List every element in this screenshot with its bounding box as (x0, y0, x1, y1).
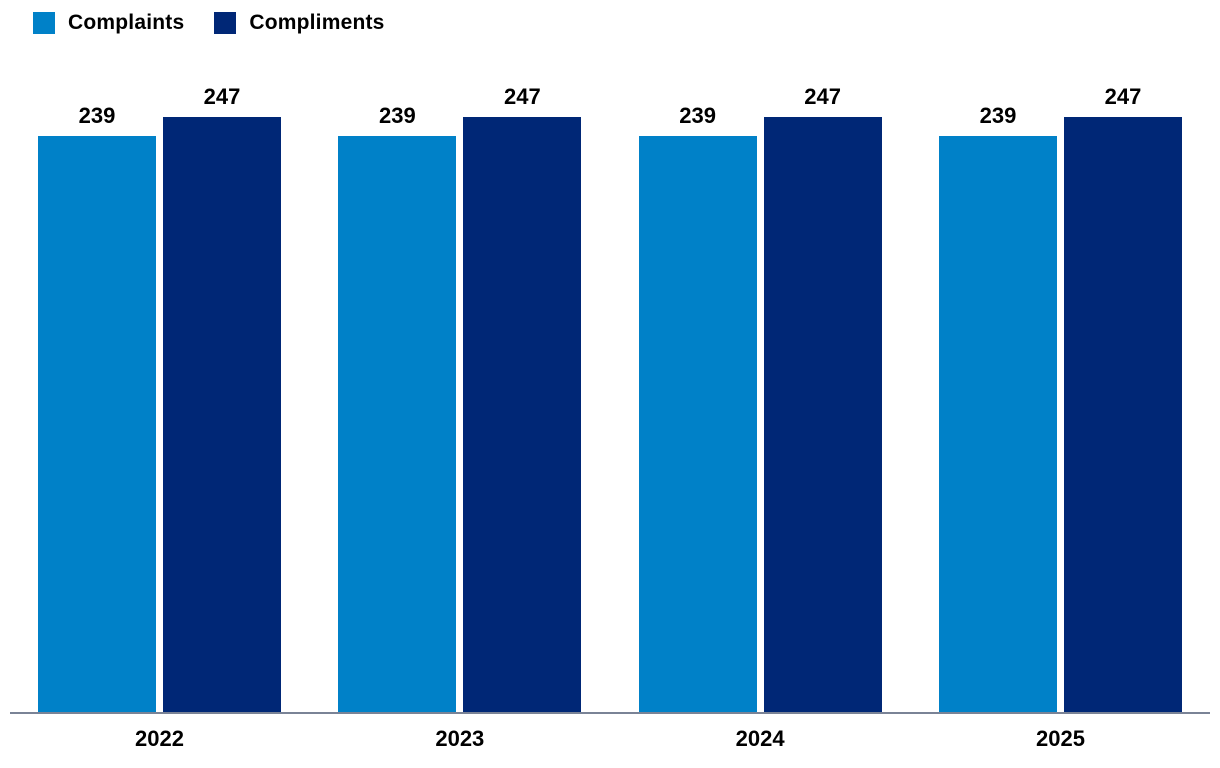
x-axis-label: 2025 (1036, 726, 1085, 751)
bar-group-2023: 239 247 (338, 84, 582, 713)
bar-group-2022: 239 247 (38, 84, 281, 713)
bar-complaints: 239 (938, 103, 1057, 713)
legend-swatch-complaints-icon (33, 12, 55, 34)
x-axis-line (10, 712, 1210, 714)
legend-swatch-compliments-icon (214, 12, 237, 34)
bar-compliments: 247 (1063, 84, 1182, 713)
bar-group-2024: 239 247 (638, 84, 882, 713)
bar-value-label: 247 (203, 84, 241, 109)
legend-label-compliments: Compliments (249, 11, 385, 34)
bar-value-label: 239 (679, 103, 717, 128)
bar-value-label: 239 (378, 103, 416, 128)
bars-area: 239 247 239 247 239 247 239 (38, 84, 1182, 713)
bar-complaints: 239 (338, 103, 457, 713)
legend-item-complaints: Complaints (33, 11, 184, 35)
bar-value-label: 239 (78, 103, 116, 128)
legend: Complaints Compliments (33, 11, 385, 35)
bar-compliments: 247 (463, 84, 582, 713)
bar-value-label: 247 (1104, 84, 1142, 109)
x-axis-label: 2022 (135, 726, 184, 751)
legend-label-complaints: Complaints (68, 11, 185, 34)
bar-value-label: 239 (979, 103, 1017, 128)
bar-value-label: 247 (503, 84, 541, 109)
bar-complaints: 239 (38, 103, 156, 713)
x-axis-labels: 2022 2023 2024 2025 (38, 726, 1182, 752)
bar-compliments: 247 (163, 84, 281, 713)
x-axis-label: 2023 (435, 726, 485, 751)
bar-group-2025: 239 247 (938, 84, 1182, 713)
bar-complaints: 239 (638, 103, 757, 713)
legend-item-compliments: Compliments (214, 11, 384, 35)
x-axis-label: 2024 (735, 726, 785, 751)
bar-compliments: 247 (763, 84, 882, 713)
bar-value-label: 247 (804, 84, 842, 109)
